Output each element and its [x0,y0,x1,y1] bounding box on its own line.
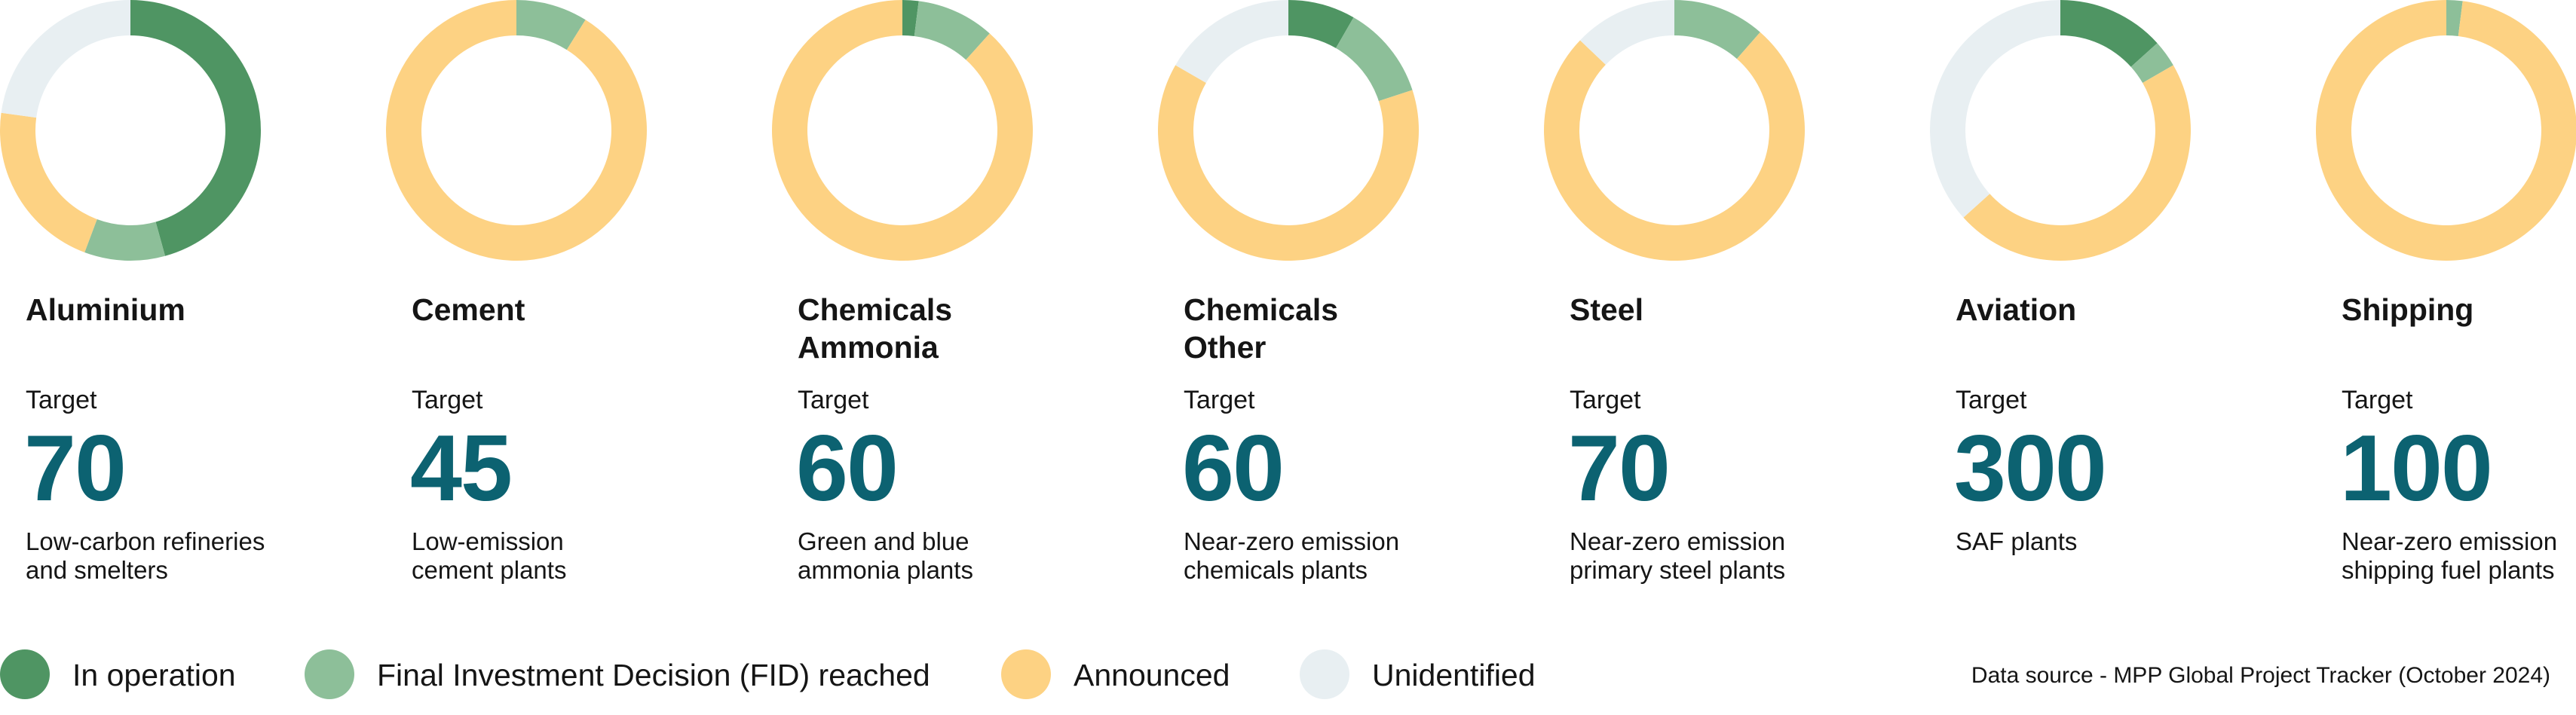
slice-cement-fid [516,0,586,50]
donut-aluminium [0,0,261,261]
target-description: Low-carbon refineries and smelters [26,527,327,585]
sector-title-line: Aluminium [26,292,185,327]
donut-shipping [2316,0,2576,261]
slice-chemicals-other-unidentified [1175,0,1288,83]
legend-swatch-in-operation [0,649,50,699]
slice-aluminium-in-operation [130,0,261,256]
target-description-line: SAF plants [1956,527,2078,555]
sector-title-line: Ammonia [798,330,939,365]
slice-chemicals-other-in-operation [1288,0,1354,48]
target-description-line: Low-carbon refineries [26,527,265,555]
sector-title-line: Cement [412,292,525,327]
donut-chemicals-ammonia [771,0,1033,261]
target-description-line: Low-emission [412,527,564,555]
target-description-line: cement plants [412,556,567,584]
sector-title-line: Other [1184,330,1267,365]
sector-shipping: Shipping Target 100 Near-zero emission shipp… [2316,0,2576,603]
target-description-line: Near-zero emission [2342,527,2558,555]
target-value: 70 [1568,417,1671,521]
donut-steel [1544,0,1805,261]
target-label: Target [2342,386,2413,414]
sector-title-line: Chemicals [1184,292,1339,327]
donut-cement [386,0,647,261]
target-label: Target [26,386,97,414]
sector-aviation: Aviation Target 300 SAF plants [1930,0,2284,603]
data-source: Data source - MPP Global Project Tracker… [1971,663,2550,688]
target-value: 60 [1182,417,1285,521]
sector-title: Aviation [1956,291,2076,328]
sector-title-line: Chemicals [798,292,953,327]
sector-chemicals-ammonia: Chemicals Ammonia Target 60 Green and blue am… [771,0,1126,603]
sector-title: Cement [412,291,525,328]
legend-label-in-operation: In operation [72,658,236,692]
slice-chemicals-other-announced [1158,65,1419,261]
slice-aviation-in-operation [2060,0,2158,67]
slice-aluminium-announced [0,112,97,252]
target-description: Low-emission cement plants [412,527,713,585]
slice-chemicals-ammonia-announced [771,0,1033,261]
sector-aluminium: Aluminium Target 70 Low-carbon refineries an… [0,0,354,603]
target-value: 100 [2340,417,2493,521]
target-description: Near-zero emission shipping fuel plants [2342,527,2576,585]
target-label: Target [1956,386,2027,414]
sector-steel: Steel Target 70 Near-zero emission primary s… [1544,0,1898,603]
target-description: Green and blue ammonia plants [798,527,1099,585]
target-description: Near-zero emission chemicals plants [1184,527,1485,585]
slice-shipping-announced [2316,0,2576,261]
target-description-line: primary steel plants [1570,556,1786,584]
legend-swatch-announced [1001,649,1051,699]
target-description: Near-zero emission primary steel plants [1570,527,1871,585]
legend-swatch-fid [305,649,354,699]
sector-title: Aluminium [26,291,185,328]
sector-title: Chemicals Ammonia [798,291,952,366]
target-value: 45 [410,417,513,521]
slice-chemicals-ammonia-in-operation [902,0,919,36]
target-description-line: chemicals plants [1184,556,1368,584]
target-description: SAF plants [1956,527,2257,556]
sector-title: Shipping [2342,291,2473,328]
legend-label-unidentified: Unidentified [1372,658,1536,692]
slice-chemicals-other-fid [1336,17,1413,102]
slice-cement-announced [386,0,647,261]
target-description-line: Near-zero emission [1570,527,1786,555]
sector-chemicals-other: Chemicals Other Target 60 Near-zero emission… [1158,0,1512,603]
target-value: 60 [796,417,899,521]
target-description-line: Green and blue [798,527,969,555]
sector-title-line: Steel [1570,292,1643,327]
slice-aviation-unidentified [1930,0,2060,218]
slice-aluminium-unidentified [1,0,131,118]
slice-shipping-fid [2446,0,2463,36]
legend-swatch-unidentified [1300,649,1349,699]
target-description-line: Near-zero emission [1184,527,1400,555]
target-label: Target [1570,386,1641,414]
slice-aviation-fid [2130,43,2173,83]
target-label: Target [412,386,483,414]
slice-steel-announced [1544,32,1805,261]
slice-steel-unidentified [1579,0,1674,65]
donut-aviation [1930,0,2191,261]
slice-aluminium-fid [84,218,166,261]
slice-steel-fid [1674,0,1760,60]
sector-title: Chemicals Other [1184,291,1338,366]
target-description-line: and smelters [26,556,168,584]
target-description-line: shipping fuel plants [2342,556,2555,584]
target-value: 300 [1954,417,2107,521]
target-description-line: ammonia plants [798,556,973,584]
sector-cement: Cement Target 45 Low-emission cement plants [386,0,740,603]
target-value: 70 [24,417,127,521]
target-label: Target [798,386,869,414]
donut-chemicals-other [1158,0,1419,261]
sector-title-line: Shipping [2342,292,2474,327]
slice-aviation-announced [1963,65,2191,261]
legend-label-announced: Announced [1074,658,1230,692]
sector-title-line: Aviation [1956,292,2077,327]
legend-label-fid: Final Investment Decision (FID) reached [377,658,930,692]
sector-title: Steel [1570,291,1643,328]
slice-chemicals-ammonia-fid [914,1,990,60]
target-label: Target [1184,386,1255,414]
